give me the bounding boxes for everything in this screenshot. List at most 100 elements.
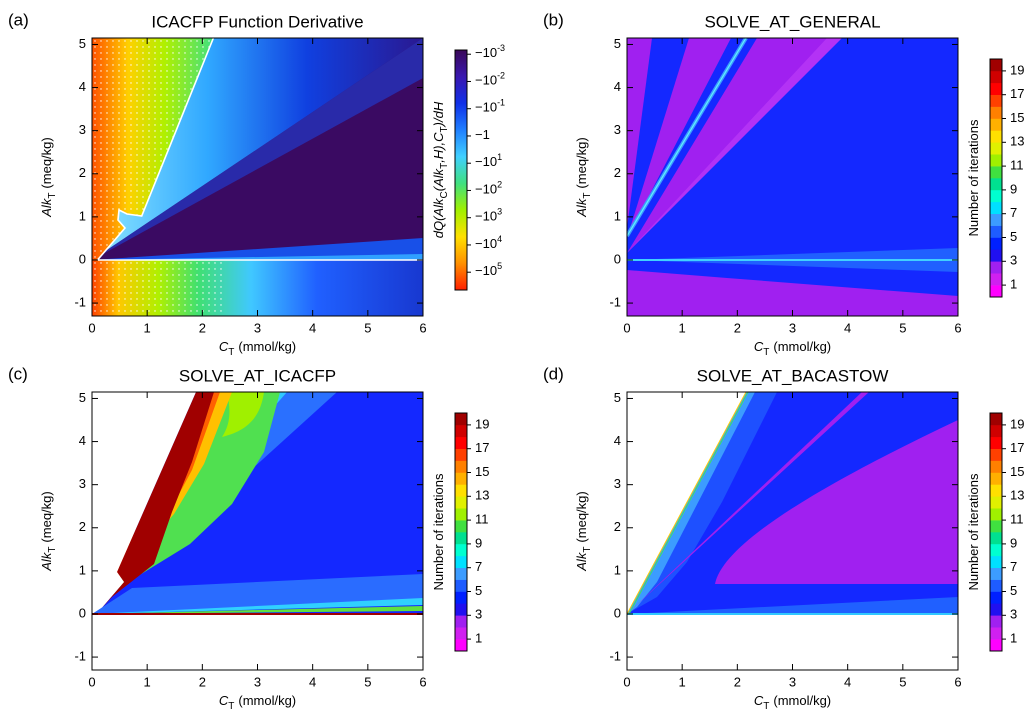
colorbar-level <box>455 627 467 640</box>
y-tick-label: 3 <box>79 476 86 491</box>
label-part: Alk <box>39 551 54 572</box>
colorbar-tick-label: −103 <box>475 207 502 224</box>
y-tick-label: 1 <box>614 562 621 577</box>
y-tick-label: -1 <box>609 295 621 310</box>
x-tick-label: 5 <box>364 320 371 335</box>
colorbar-tick-label: −10-1 <box>475 98 505 115</box>
chart-title: ICACFP Function Derivative <box>151 12 363 31</box>
colorbar-level <box>990 237 1002 250</box>
y-tick-label: 2 <box>79 519 86 534</box>
field-a <box>92 38 423 316</box>
colorbar-tick-label: 19 <box>1010 62 1024 77</box>
colorbar-frame <box>989 58 1003 298</box>
field-d <box>627 392 958 615</box>
colorbar-tick-label: −105 <box>475 262 502 279</box>
label-part: C <box>754 693 764 708</box>
chart-title: SOLVE_AT_ICACFP <box>179 366 336 385</box>
colorbar-tick-label: 19 <box>475 416 489 431</box>
colorbar-level <box>990 448 1002 461</box>
colorbar-tick-label: 1 <box>1010 277 1017 292</box>
label-part: T <box>763 701 769 709</box>
x-tick-label: 2 <box>199 320 206 335</box>
colorbar-tick-label: 9 <box>1010 535 1017 550</box>
x-tick-label: 5 <box>899 320 906 335</box>
y-tick-label: -1 <box>74 649 86 664</box>
colorbar-level <box>455 532 467 545</box>
colorbar-frame <box>989 412 1003 652</box>
colorbar-frame <box>454 49 468 291</box>
panel-label: (b) <box>543 10 564 29</box>
colorbar-tick-label: 3 <box>1010 607 1017 622</box>
colorbar-tick-label: 17 <box>475 440 489 455</box>
x-tick-label: 3 <box>789 320 796 335</box>
label-part: T <box>582 547 593 553</box>
colorbar-level <box>990 154 1002 167</box>
field-c <box>92 392 423 615</box>
panel-label: (a) <box>8 10 29 29</box>
colorbar-tick-label: 1 <box>475 631 482 646</box>
colorbar-level <box>990 520 1002 533</box>
label-part: Number of iterations <box>431 473 446 591</box>
colorbar-level <box>455 555 467 568</box>
colorbar-level <box>990 213 1002 226</box>
colorbar-level <box>455 413 467 426</box>
y-tick-label: 5 <box>614 36 621 51</box>
x-tick-label: 0 <box>623 674 630 689</box>
colorbar-level <box>455 496 467 509</box>
y-tick-label: 0 <box>79 251 86 266</box>
y-tick-label: 1 <box>79 208 86 223</box>
label-part: Number of iterations <box>966 119 981 237</box>
x-axis-label: CT (mmol/kg) <box>754 339 831 357</box>
colorbar-level <box>990 615 1002 628</box>
colorbar-tick-label: 19 <box>1010 416 1024 431</box>
label-part: C <box>439 191 450 198</box>
colorbar-tick-label: 13 <box>1010 134 1024 149</box>
label-part: C <box>219 693 229 708</box>
x-tick-label: 1 <box>144 320 151 335</box>
colorbar-tick-label: 7 <box>1010 559 1017 574</box>
chart-title: SOLVE_AT_BACASTOW <box>697 366 889 385</box>
x-tick-label: 1 <box>144 674 151 689</box>
x-tick-label: 4 <box>844 320 851 335</box>
x-tick-label: 6 <box>954 674 961 689</box>
colorbar-level <box>990 555 1002 568</box>
y-tick-label: -1 <box>609 649 621 664</box>
y-tick-label: 2 <box>79 165 86 180</box>
colorbar-frame <box>454 412 468 652</box>
y-tick-label: 1 <box>79 562 86 577</box>
colorbar-level <box>455 579 467 592</box>
colorbar-level <box>455 448 467 461</box>
colorbar-tick-label: 7 <box>475 559 482 574</box>
y-tick-label: -1 <box>74 295 86 310</box>
x-tick-label: 5 <box>364 674 371 689</box>
label-part: T <box>582 193 593 199</box>
y-tick-label: 5 <box>79 36 86 51</box>
y-tick-label: 0 <box>614 605 621 620</box>
colorbar-level <box>990 579 1002 592</box>
colorbar-tick-label: 15 <box>1010 110 1024 125</box>
colorbar-level <box>990 627 1002 640</box>
colorbar-level <box>990 225 1002 238</box>
colorbar-level <box>990 189 1002 203</box>
colorbar-level <box>455 520 467 533</box>
tick-base: −10 <box>475 155 497 170</box>
x-tick-label: 4 <box>309 320 316 335</box>
colorbar-tick-label: 5 <box>475 583 482 598</box>
tick-exponent: 2 <box>497 180 502 190</box>
chart-title: SOLVE_AT_GENERAL <box>704 12 880 31</box>
colorbar-level <box>990 273 1002 286</box>
tick-base: −10 <box>475 73 497 88</box>
x-tick-label: 1 <box>679 674 686 689</box>
colorbar-level <box>990 59 1002 72</box>
y-tick-label: 5 <box>614 390 621 405</box>
colorbar-tick-label: 11 <box>1010 158 1024 173</box>
y-tick-label: 3 <box>614 476 621 491</box>
colorbar-level <box>455 567 467 580</box>
x-tick-label: 2 <box>199 674 206 689</box>
colorbar-tick-label: −10-3 <box>475 44 505 61</box>
colorbar-level <box>990 142 1002 155</box>
colorbar-tick-label: 5 <box>1010 229 1017 244</box>
tick-exponent: -1 <box>497 98 505 108</box>
colorbar-level <box>990 130 1002 143</box>
colorbar-level <box>990 424 1002 438</box>
